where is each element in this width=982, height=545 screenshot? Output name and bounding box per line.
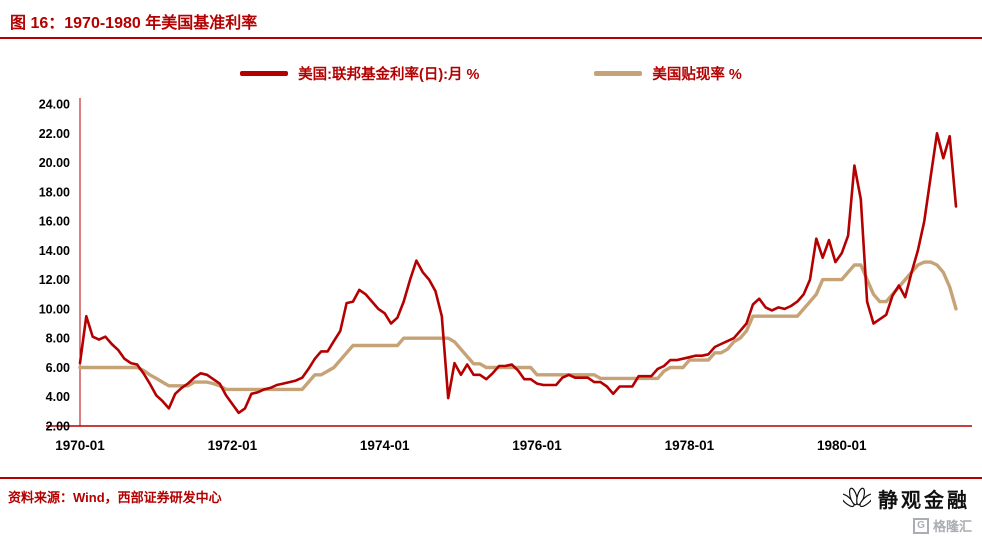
x-tick-label: 1976-01 xyxy=(512,438,562,453)
footer-divider xyxy=(0,477,982,479)
legend-item-fed-funds: 美国:联邦基金利率(日):月 % xyxy=(240,63,479,84)
y-tick-label: 8.00 xyxy=(46,332,70,346)
y-tick-label: 14.00 xyxy=(39,244,70,258)
x-tick-label: 1972-01 xyxy=(208,438,258,453)
x-tick-label: 1970-01 xyxy=(55,438,105,453)
y-tick-label: 20.00 xyxy=(39,156,70,170)
y-tick-label: 4.00 xyxy=(46,390,70,404)
legend-label-fed-funds: 美国:联邦基金利率(日):月 % xyxy=(298,67,480,83)
figure-title: 图 16：1970-1980 年美国基准利率 xyxy=(10,15,258,32)
source-note: 资料来源：Wind，西部证券研发中心 xyxy=(8,490,222,505)
title-divider xyxy=(0,37,982,39)
legend-label-discount-rate: 美国贴现率 % xyxy=(652,67,742,83)
series-line-fed-funds-rate xyxy=(78,131,958,415)
x-tick-label: 1978-01 xyxy=(665,438,715,453)
x-tick-label: 1980-01 xyxy=(817,438,867,453)
brand-name: 静观金融 xyxy=(878,490,970,512)
line-chart: 2.00 4.00 6.00 8.00 10.00 12.00 14.00 16.00 18.0… xyxy=(39,98,972,453)
legend-item-discount-rate: 美国贴现率 % xyxy=(594,63,742,84)
y-tick-label: 6.00 xyxy=(46,361,70,375)
series-line-discount-rate xyxy=(78,260,958,392)
y-tick-label: 12.00 xyxy=(39,273,70,287)
y-tick-label: 22.00 xyxy=(39,127,70,141)
x-tick-label: 1974-01 xyxy=(360,438,410,453)
brand-logo: 静观金融 xyxy=(843,484,970,513)
y-tick-label: 16.00 xyxy=(39,215,70,229)
y-tick-label: 10.00 xyxy=(39,302,70,316)
y-tick-label: 24.00 xyxy=(39,98,70,112)
fed-funds-line-swatch xyxy=(240,71,289,76)
discount-rate-line-swatch xyxy=(594,71,643,76)
fan-logo-icon xyxy=(843,487,871,507)
y-tick-label: 18.00 xyxy=(39,185,70,199)
gelonghui-logo-icon: G xyxy=(912,517,929,534)
y-tick-label: 2.00 xyxy=(46,420,70,434)
gelonghui-watermark: G 格隆汇 xyxy=(912,516,972,535)
chart-legend: 美国:联邦基金利率(日):月 % 美国贴现率 % xyxy=(0,63,982,84)
watermark-text: 格隆汇 xyxy=(932,519,972,534)
